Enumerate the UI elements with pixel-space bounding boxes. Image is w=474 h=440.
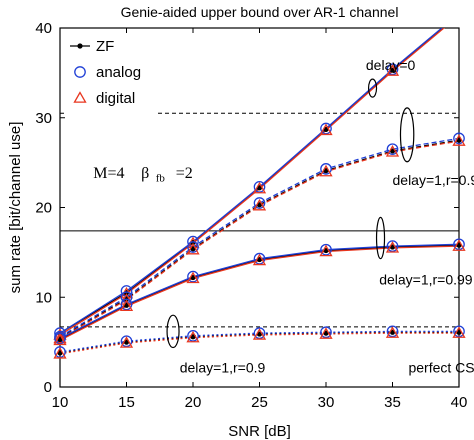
data-point-circle bbox=[386, 63, 399, 76]
data-point-triangle bbox=[186, 271, 200, 284]
series-markers bbox=[53, 63, 466, 359]
ellipse-marker bbox=[375, 216, 386, 260]
data-point-circle bbox=[253, 181, 266, 193]
data-point-circle bbox=[320, 243, 332, 256]
x-tick-label: 40 bbox=[451, 394, 468, 411]
x-tick-label: 20 bbox=[185, 394, 202, 411]
y-tick-label: 40 bbox=[35, 20, 52, 37]
x-tick-label: 15 bbox=[118, 394, 135, 411]
chart-title: Genie-aided upper bound over AR-1 channe… bbox=[121, 4, 399, 20]
data-point-circle bbox=[120, 298, 133, 311]
data-point-circle bbox=[187, 329, 199, 342]
x-tick-label: 25 bbox=[251, 394, 268, 411]
data-point-circle bbox=[453, 132, 465, 145]
legend-marker bbox=[73, 91, 87, 103]
data-point-triangle bbox=[252, 253, 267, 266]
data-point-triangle bbox=[319, 327, 333, 339]
annotation-label: delay=1,r=0.9 bbox=[180, 360, 266, 376]
data-point-circle bbox=[320, 163, 332, 175]
y-tick-label: 30 bbox=[35, 110, 52, 127]
annotation-label: delay=1,r=0.99 bbox=[379, 272, 473, 288]
data-point-triangle bbox=[252, 181, 267, 194]
y-axis-label: sum rate [bit/channel use] bbox=[7, 122, 24, 294]
annotation-label: perfect CSIR bbox=[408, 360, 474, 376]
data-point-triangle bbox=[119, 336, 134, 348]
data-point-circle bbox=[253, 252, 266, 265]
data-point-triangle bbox=[452, 239, 466, 251]
data-point-circle bbox=[54, 346, 66, 358]
data-point-circle bbox=[453, 238, 465, 251]
x-axis-label: SNR [dB] bbox=[228, 423, 291, 440]
y-tick-label: 0 bbox=[44, 379, 52, 396]
data-point-circle bbox=[386, 240, 399, 252]
legend-label: digital bbox=[96, 90, 135, 107]
data-point-triangle bbox=[252, 328, 267, 340]
data-point-triangle bbox=[385, 326, 400, 338]
ellipse-annotations bbox=[166, 78, 415, 349]
data-point-triangle bbox=[385, 241, 400, 253]
data-point-circle bbox=[253, 327, 266, 339]
annotation-label: M=4 bbox=[93, 165, 124, 182]
data-point-circle bbox=[187, 241, 199, 253]
x-tick-label: 30 bbox=[318, 394, 335, 411]
data-point-circle bbox=[320, 122, 332, 135]
data-point-triangle bbox=[385, 64, 400, 76]
data-point-triangle bbox=[53, 333, 67, 346]
data-point-triangle bbox=[319, 123, 333, 136]
annotation-label: delay=0 bbox=[366, 57, 416, 73]
data-point-circle bbox=[120, 335, 133, 348]
annotation-label: =2 bbox=[176, 165, 193, 182]
ellipse-marker bbox=[367, 78, 378, 98]
data-point-triangle bbox=[319, 244, 333, 257]
data-point-triangle bbox=[452, 326, 466, 338]
legend-marker bbox=[77, 43, 83, 49]
y-tick-label: 10 bbox=[35, 289, 52, 306]
legend: ZF analog digital bbox=[64, 34, 156, 114]
data-point-triangle bbox=[385, 145, 400, 157]
data-point-circle bbox=[386, 143, 399, 156]
data-point-circle bbox=[120, 285, 133, 297]
data-point-triangle bbox=[452, 134, 466, 146]
data-point-triangle bbox=[319, 164, 333, 177]
data-point-circle bbox=[386, 325, 399, 338]
annotation-label: β bbox=[141, 165, 149, 182]
x-tick-label: 35 bbox=[384, 394, 401, 411]
data-point-triangle bbox=[186, 242, 200, 255]
data-point-circle bbox=[187, 270, 199, 283]
annotations: delay=0 delay=1,r=0.999 delay=1,r=0.99 dela… bbox=[93, 57, 474, 375]
annotation-label: delay=1,r=0.999 bbox=[393, 172, 474, 188]
y-tick-label: 20 bbox=[35, 200, 52, 217]
legend-label: analog bbox=[96, 64, 141, 81]
legend-marker bbox=[74, 66, 86, 78]
data-point-triangle bbox=[53, 346, 67, 359]
data-point-triangle bbox=[119, 299, 134, 312]
x-tick-label: 10 bbox=[52, 394, 69, 411]
data-point-circle bbox=[120, 291, 133, 304]
data-point-triangle bbox=[252, 198, 267, 211]
data-point-circle bbox=[54, 332, 66, 345]
data-point-triangle bbox=[53, 331, 67, 344]
data-point-circle bbox=[320, 326, 332, 339]
data-point-triangle bbox=[186, 330, 200, 343]
annotation-label: fb bbox=[156, 172, 166, 184]
data-point-circle bbox=[253, 197, 266, 209]
data-point-circle bbox=[453, 325, 465, 338]
ellipse-marker bbox=[166, 314, 180, 349]
ellipse-marker bbox=[399, 107, 415, 163]
legend-label: ZF bbox=[96, 38, 114, 55]
